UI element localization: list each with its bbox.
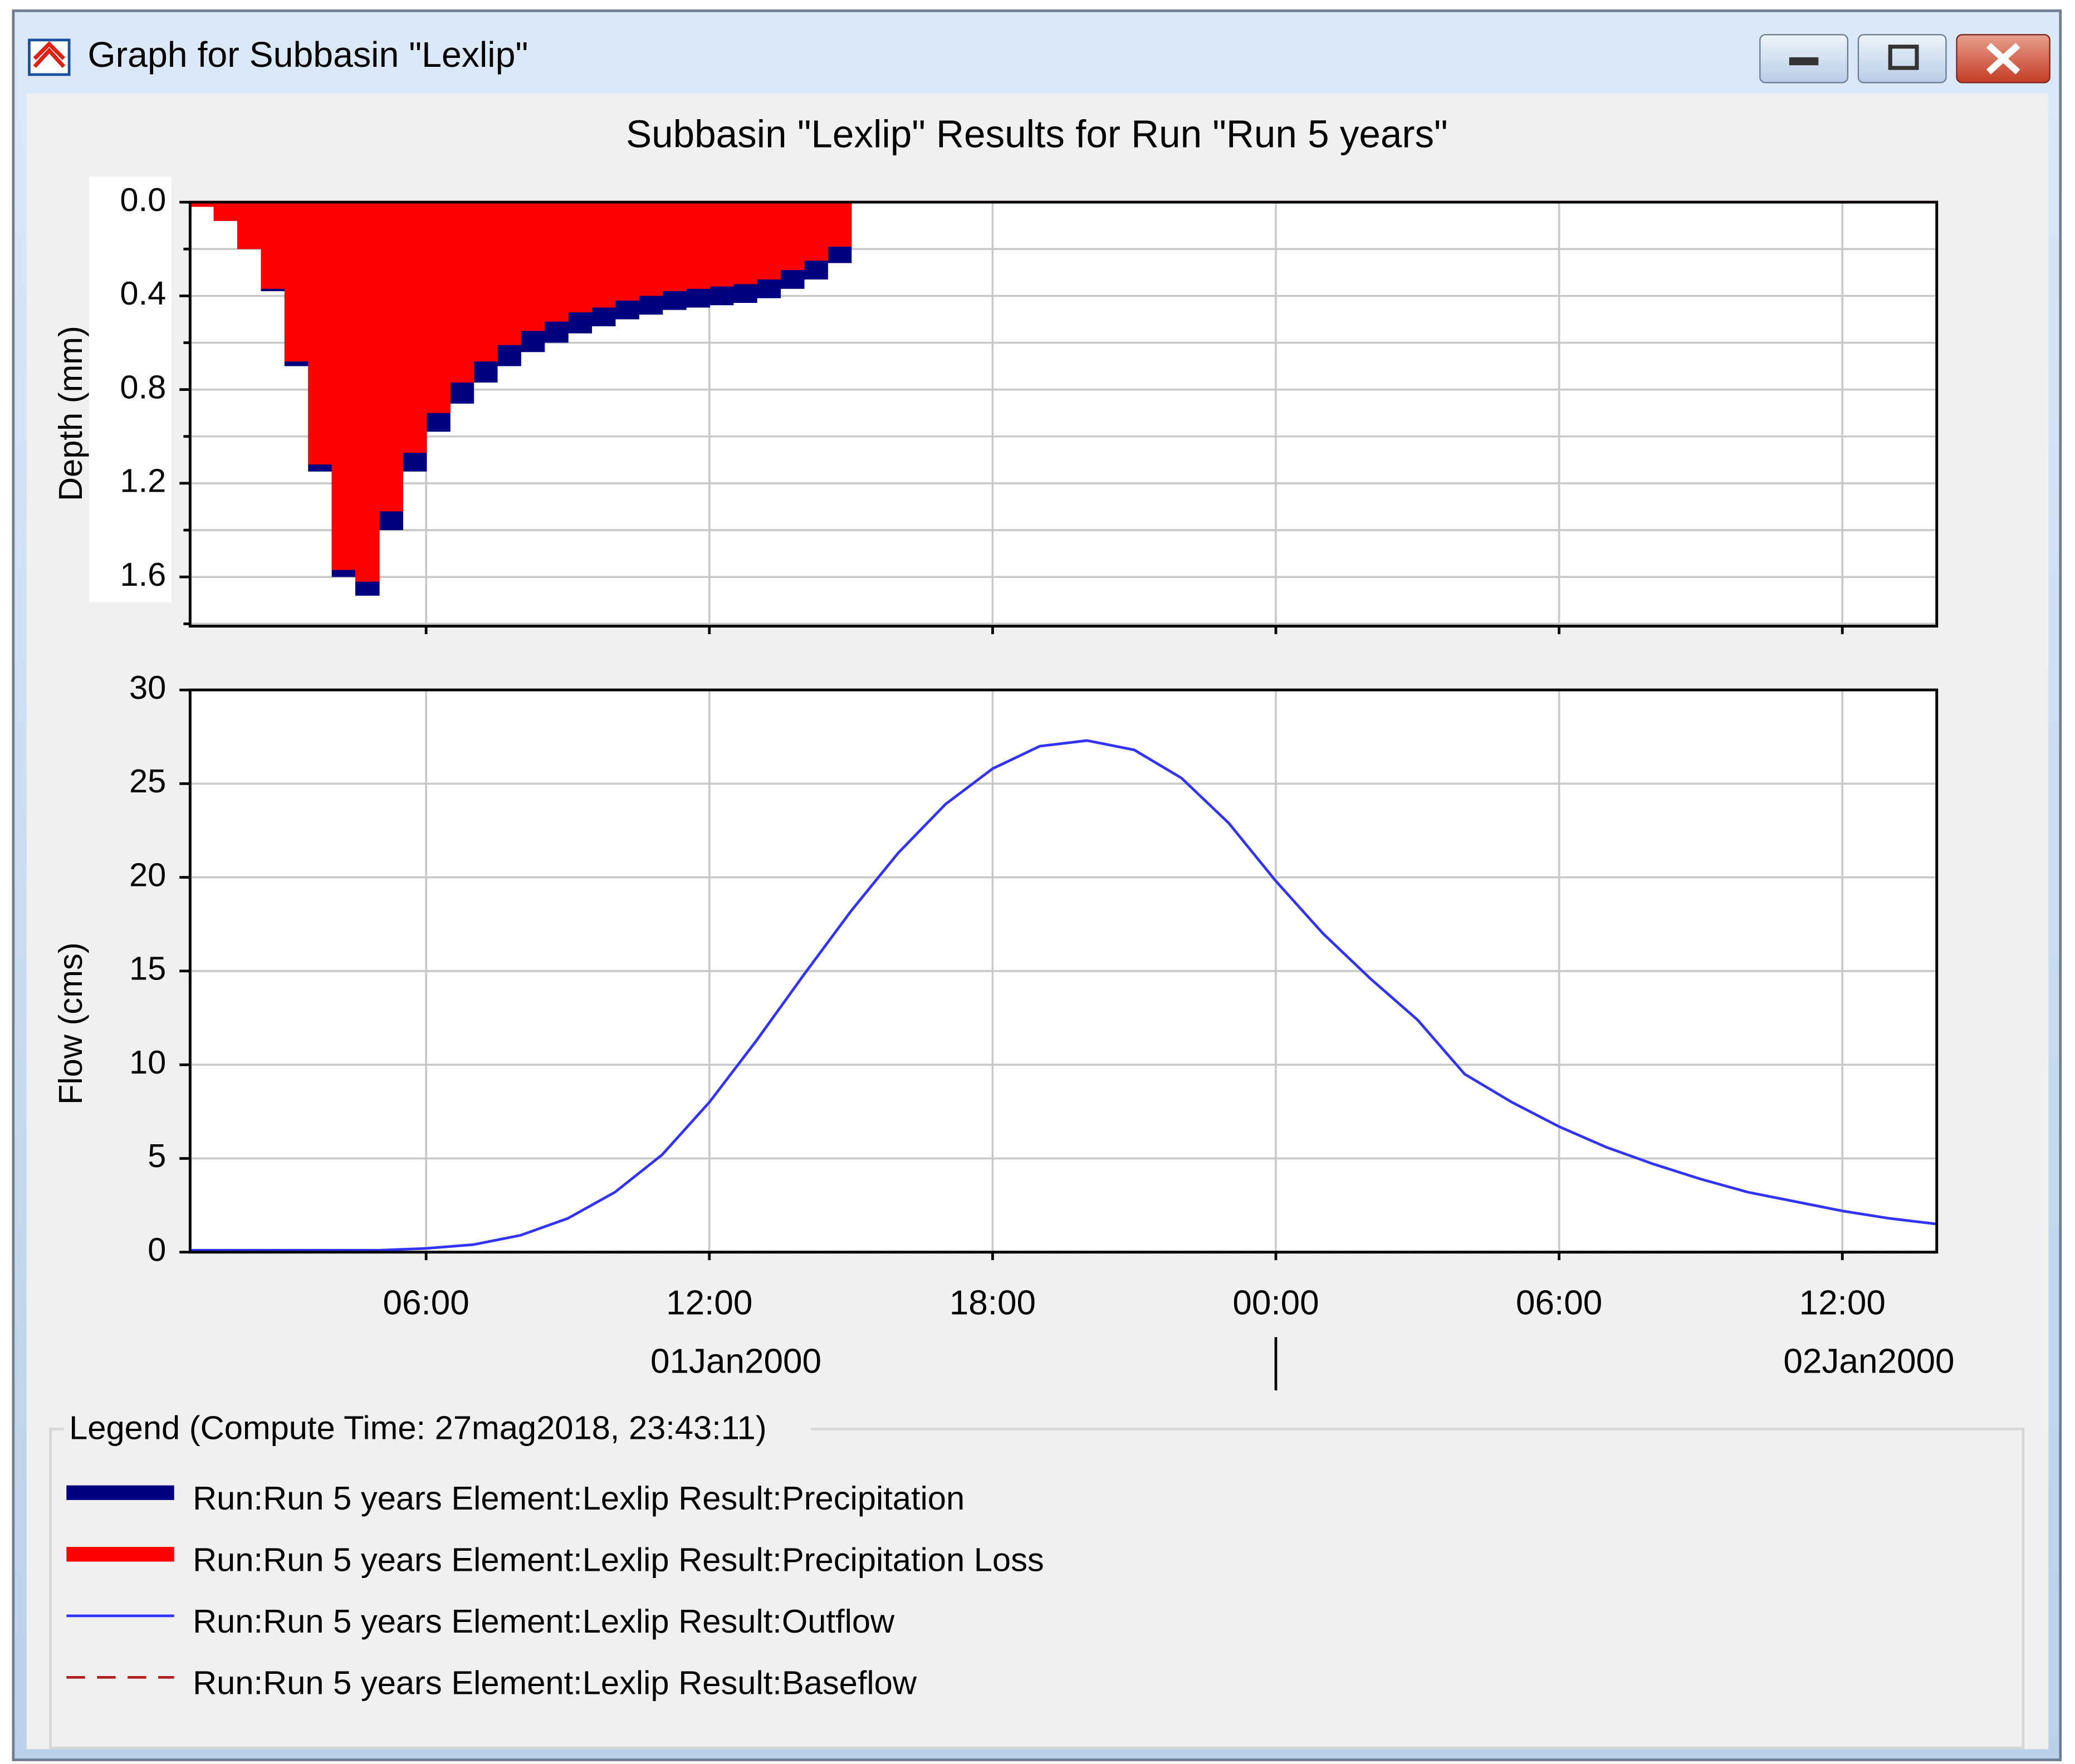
bar xyxy=(449,202,474,383)
y-tick-label: 25 xyxy=(129,762,166,800)
bar xyxy=(780,202,805,271)
bar xyxy=(615,202,639,301)
legend-entry: Run:Run 5 years Element:Lexlip Result:Pr… xyxy=(193,1479,965,1517)
maximize-glyph xyxy=(1888,45,1919,70)
legend-title-backdrop xyxy=(63,1412,811,1452)
tick-label-backdrop xyxy=(89,177,172,602)
series-line xyxy=(190,739,1937,1252)
axes: 0.0 0.4 0.8 1.2 1.6 xyxy=(120,181,1939,634)
y-tick-label: 0.8 xyxy=(120,368,166,405)
bar xyxy=(331,202,356,570)
grid xyxy=(190,201,1937,626)
charts: 0.00.40.81.21.606:00 12:00 18:00 00:00 06:00… xyxy=(66,181,1955,1701)
bar xyxy=(591,202,616,308)
x-date-label: 02Jan2000 xyxy=(1783,1342,1954,1381)
x-tick-label: 12:00 xyxy=(666,1284,752,1322)
x-tick-label: 06:00 xyxy=(1516,1284,1602,1322)
bar xyxy=(662,202,687,291)
plot-border xyxy=(188,688,1939,1254)
bar xyxy=(520,202,545,331)
bar xyxy=(402,202,427,453)
x-date-label: 01Jan2000 xyxy=(650,1342,821,1381)
x-tick-label: 18:00 xyxy=(950,1284,1036,1322)
bar xyxy=(284,202,309,362)
bar xyxy=(213,202,238,221)
y-tick-label: 1.6 xyxy=(120,556,166,593)
y-tick-label: 20 xyxy=(129,856,166,893)
bar xyxy=(804,202,828,261)
plot-border xyxy=(188,200,1939,628)
bar xyxy=(190,202,214,207)
legend-entry: Run:Run 5 years Element:Lexlip Result:Ou… xyxy=(193,1603,895,1640)
bar xyxy=(379,202,403,512)
legend-box xyxy=(49,1427,2025,1750)
app-icon-glyph xyxy=(33,41,66,68)
y-axis-label: Depth (mm) xyxy=(52,326,89,501)
bar xyxy=(355,202,380,582)
legend-entry: Run:Run 5 years Element:Lexlip Result:Ba… xyxy=(193,1664,917,1701)
y-tick-label: 1.2 xyxy=(120,462,166,499)
y-tick-label: 0.0 xyxy=(120,181,166,218)
bar xyxy=(261,202,286,289)
bar xyxy=(426,202,451,413)
marks xyxy=(190,200,1937,596)
bar xyxy=(827,202,852,247)
bar xyxy=(567,202,593,312)
bar xyxy=(756,202,781,280)
bar xyxy=(733,202,757,285)
x-tick-label: 06:00 xyxy=(383,1284,469,1322)
bar xyxy=(544,202,569,322)
legend-entry: Run:Run 5 years Element:Lexlip Result:Pr… xyxy=(193,1541,1044,1578)
bar xyxy=(237,202,262,249)
bar xyxy=(638,202,663,296)
bar xyxy=(497,202,521,345)
bar xyxy=(473,202,498,362)
bar xyxy=(709,202,734,287)
window-title: Graph for Subbasin "Lexlip" xyxy=(88,35,528,75)
y-axis-label: Flow (cms) xyxy=(52,942,89,1105)
y-tick-label: 10 xyxy=(129,1043,166,1081)
x-tick-label: 00:00 xyxy=(1232,1284,1319,1322)
close-glyph xyxy=(1986,43,2020,75)
y-tick-label: 5 xyxy=(148,1137,166,1174)
legend-title: Legend (Compute Time: 27mag2018, 23:43:1… xyxy=(69,1409,767,1446)
maximize-button[interactable] xyxy=(1857,34,1947,84)
y-tick-label: 0 xyxy=(148,1231,166,1268)
x-tick-label: 12:00 xyxy=(1799,1284,1886,1322)
y-tick-label: 30 xyxy=(129,669,166,706)
axes: 06:00 12:00 18:00 00:00 06:00 12:00 0 5 10 15 20 25… xyxy=(129,669,1955,1391)
bar xyxy=(686,202,710,289)
minimize-glyph xyxy=(1789,57,1819,66)
y-tick-label: 15 xyxy=(129,950,166,987)
chart-title: Subbasin "Lexlip" Results for Run "Run 5… xyxy=(626,112,1448,155)
y-tick-label: 0.4 xyxy=(120,275,166,312)
bar xyxy=(308,202,332,465)
